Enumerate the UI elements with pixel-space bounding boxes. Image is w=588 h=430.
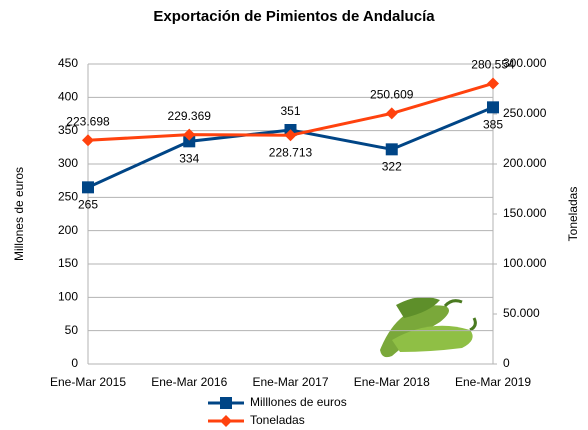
y-tick-label: 250	[58, 190, 78, 204]
y2-axis-title: Toneladas	[566, 187, 580, 242]
data-point	[82, 134, 94, 146]
data-label: 229.369	[168, 109, 212, 123]
x-tick-label: Ene-Mar 2015	[50, 375, 126, 389]
legend-marker	[220, 415, 232, 427]
page: Exportación de Pimientos de Andalucía Mi…	[0, 0, 588, 430]
data-label: 223.698	[66, 114, 110, 128]
data-label: 351	[280, 104, 300, 118]
legend-label: Milllones de euros	[250, 395, 347, 409]
data-label: 385	[483, 118, 503, 132]
x-tick-label: Ene-Mar 2018	[354, 375, 430, 389]
legend-label: Toneladas	[250, 413, 305, 427]
y-tick-label: 300	[58, 156, 78, 170]
y-tick-label: 200	[58, 223, 78, 237]
y2-tick-label: 0	[503, 356, 510, 370]
pepper-image	[380, 297, 475, 357]
data-point	[386, 143, 398, 155]
y-axis-title: Millones de euros	[12, 167, 26, 261]
x-tick-label: Ene-Mar 2019	[455, 375, 531, 389]
chart: Exportación de Pimientos de Andalucía Mi…	[0, 0, 588, 430]
data-label: 280.554	[471, 58, 515, 72]
y-tick-label: 150	[58, 256, 78, 270]
y2-tick-label: 250.000	[503, 106, 547, 120]
data-point	[487, 101, 499, 113]
y-tick-label: 50	[65, 323, 79, 337]
data-label: 250.609	[370, 88, 414, 102]
y2-tick-label: 200.000	[503, 156, 547, 170]
data-label: 228.713	[269, 145, 313, 159]
legend-marker	[220, 397, 232, 409]
y-tick-label: 400	[58, 90, 78, 104]
data-label: 322	[382, 160, 402, 174]
x-tick-label: Ene-Mar 2017	[252, 375, 328, 389]
chart-title: Exportación de Pimientos de Andalucía	[153, 8, 435, 25]
y-tick-label: 450	[58, 56, 78, 70]
x-tick-label: Ene-Mar 2016	[151, 375, 227, 389]
y-tick-label: 0	[71, 356, 78, 370]
y2-tick-label: 150.000	[503, 206, 547, 220]
data-label: 265	[78, 198, 98, 212]
data-label: 334	[179, 152, 199, 166]
data-point	[386, 107, 398, 119]
y2-tick-label: 100.000	[503, 256, 547, 270]
data-point	[82, 181, 94, 193]
y-tick-label: 100	[58, 290, 78, 304]
y2-tick-label: 50.000	[503, 306, 540, 320]
data-point	[487, 77, 499, 89]
